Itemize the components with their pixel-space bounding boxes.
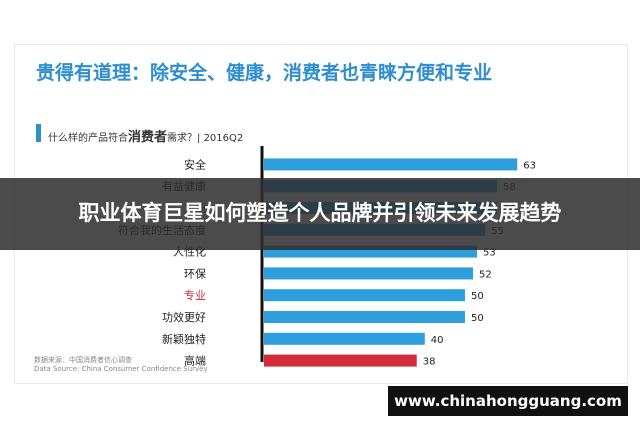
question-prefix: 什么样的产品符合: [48, 133, 128, 144]
bar-6: [264, 289, 465, 302]
category-label-9: 高端: [184, 354, 206, 368]
bar-9: [264, 354, 417, 367]
question-accent-bar: [36, 124, 41, 142]
bar-0: [264, 158, 518, 171]
watermark-label: www.chinahongguang.com: [388, 386, 628, 416]
overlay-title: 职业体育巨星如何塑造个人品牌并引领未来发展趋势: [78, 201, 562, 225]
question-suffix: 需求？| 2016Q2: [167, 133, 244, 144]
value-label-5: 52: [479, 269, 492, 280]
category-label-0: 安全: [184, 157, 206, 171]
value-label-8: 40: [431, 335, 444, 346]
value-label-4: 53: [483, 248, 496, 259]
value-label-0: 63: [523, 160, 536, 171]
headline: 贵得有道理：除安全、健康，消费者也青睐方便和专业: [36, 62, 493, 84]
value-label-9: 38: [423, 357, 436, 368]
bar-8: [264, 332, 425, 345]
category-label-8: 新颖独特: [162, 332, 206, 346]
category-label-5: 环保: [184, 266, 206, 280]
source-line-cn: 数据来源：中国消费者信心调查: [34, 356, 132, 364]
source-line-en: Data Source: China Consumer Confidence S…: [34, 365, 208, 373]
source-note: 数据来源：中国消费者信心调查 Data Source: China Consum…: [34, 356, 208, 374]
bar-5: [264, 267, 474, 280]
question-text: 什么样的产品符合消费者需求？| 2016Q2: [48, 126, 243, 145]
bar-7: [264, 311, 465, 323]
question-emphasis: 消费者: [128, 130, 168, 145]
category-label-7: 功效更好: [162, 310, 206, 324]
category-label-6: 专业: [184, 288, 206, 302]
title-overlay-band: [0, 178, 640, 250]
value-label-7: 50: [471, 313, 484, 324]
value-label-6: 50: [471, 291, 484, 302]
